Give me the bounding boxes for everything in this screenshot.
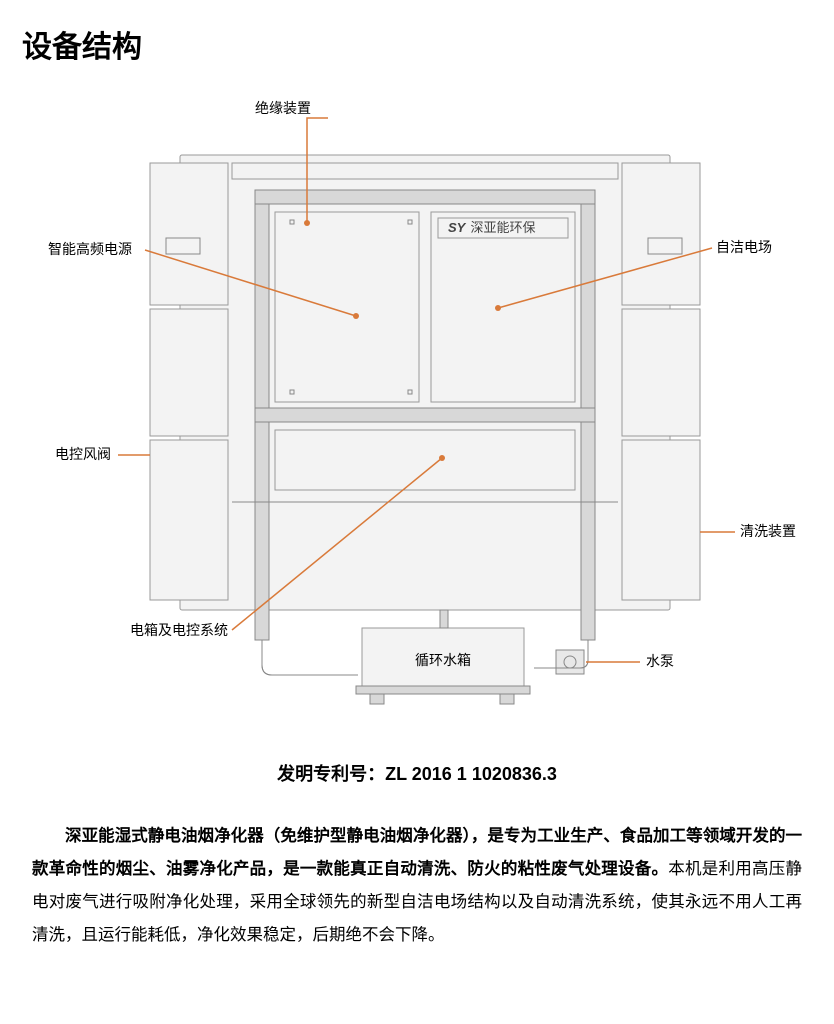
equipment-diagram: 深亚能环保 SY 循环水箱 绝缘装置 智能高频电源 自洁电场 电控风阀 清洗装置… — [0, 90, 834, 710]
water-tank-label: 循环水箱 — [415, 652, 471, 668]
svg-text:SY: SY — [448, 220, 467, 235]
label-self-clean-field: 自洁电场 — [716, 239, 772, 255]
description-paragraph: 深亚能湿式静电油烟净化器（免维护型静电油烟净化器），是专为工业生产、食品加工等领… — [32, 820, 802, 952]
brand-mark: 深亚能环保 — [470, 220, 535, 235]
label-pump: 水泵 — [646, 653, 674, 669]
label-cleaning-device: 清洗装置 — [740, 523, 796, 539]
patent-number: 发明专利号：ZL 2016 1 1020836.3 — [0, 760, 834, 786]
label-power-supply: 智能高频电源 — [48, 241, 132, 257]
label-insulation: 绝缘装置 — [255, 100, 311, 116]
label-control-box: 电箱及电控系统 — [130, 622, 228, 638]
page-title: 设备结构 — [22, 22, 142, 66]
label-damper: 电控风阀 — [55, 446, 111, 462]
